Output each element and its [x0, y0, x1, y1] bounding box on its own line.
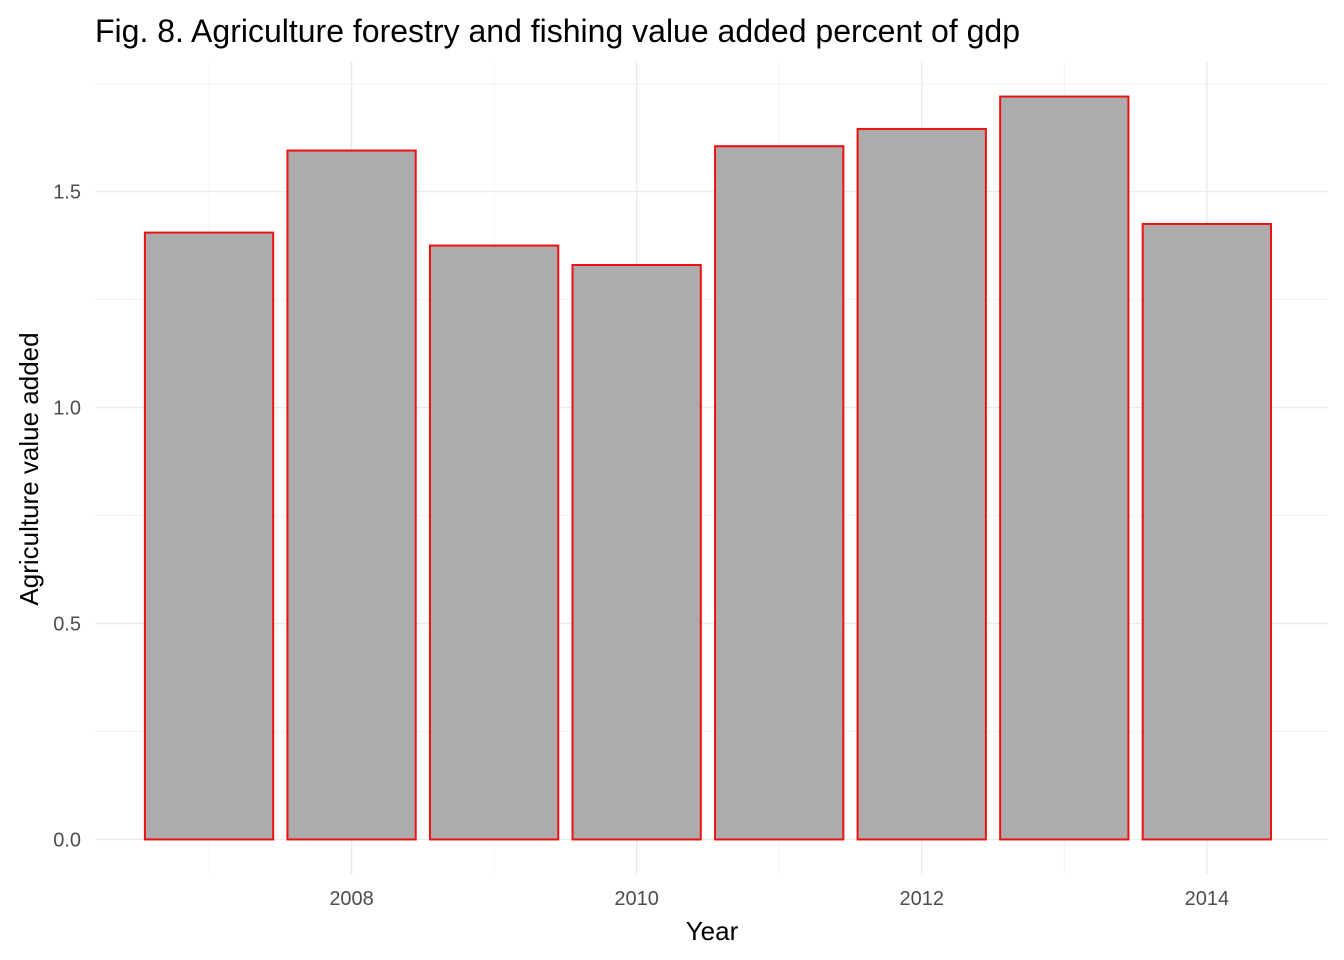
bar-2007 [143, 231, 275, 841]
bar-2009 [428, 244, 560, 841]
y-axis-title: Agriculture value added [14, 332, 44, 605]
chart-title: Fig. 8. Agriculture forestry and fishing… [95, 13, 1020, 49]
y-tick-label: 0.0 [53, 829, 81, 851]
x-tick-label: 2012 [900, 888, 945, 910]
x-tick-label: 2008 [329, 888, 374, 910]
y-tick-label: 0.5 [53, 613, 81, 635]
bar-2012 [856, 127, 987, 841]
x-tick-label: 2014 [1185, 888, 1230, 910]
x-axis-title: Year [686, 916, 739, 946]
y-tick-label: 1.5 [53, 182, 81, 204]
x-axis-ticks: 2008 2010 2012 2014 [329, 888, 1229, 910]
bar-2008 [286, 149, 417, 841]
y-tick-label: 1.0 [53, 398, 81, 420]
bars [143, 95, 1272, 841]
x-tick-label: 2010 [614, 888, 659, 910]
bar-2014 [1141, 222, 1272, 841]
y-axis-ticks: 0.0 0.5 1.0 1.5 [53, 182, 81, 852]
bar-2013 [999, 95, 1130, 841]
bar-2010 [571, 264, 702, 841]
bar-2011 [714, 145, 845, 841]
